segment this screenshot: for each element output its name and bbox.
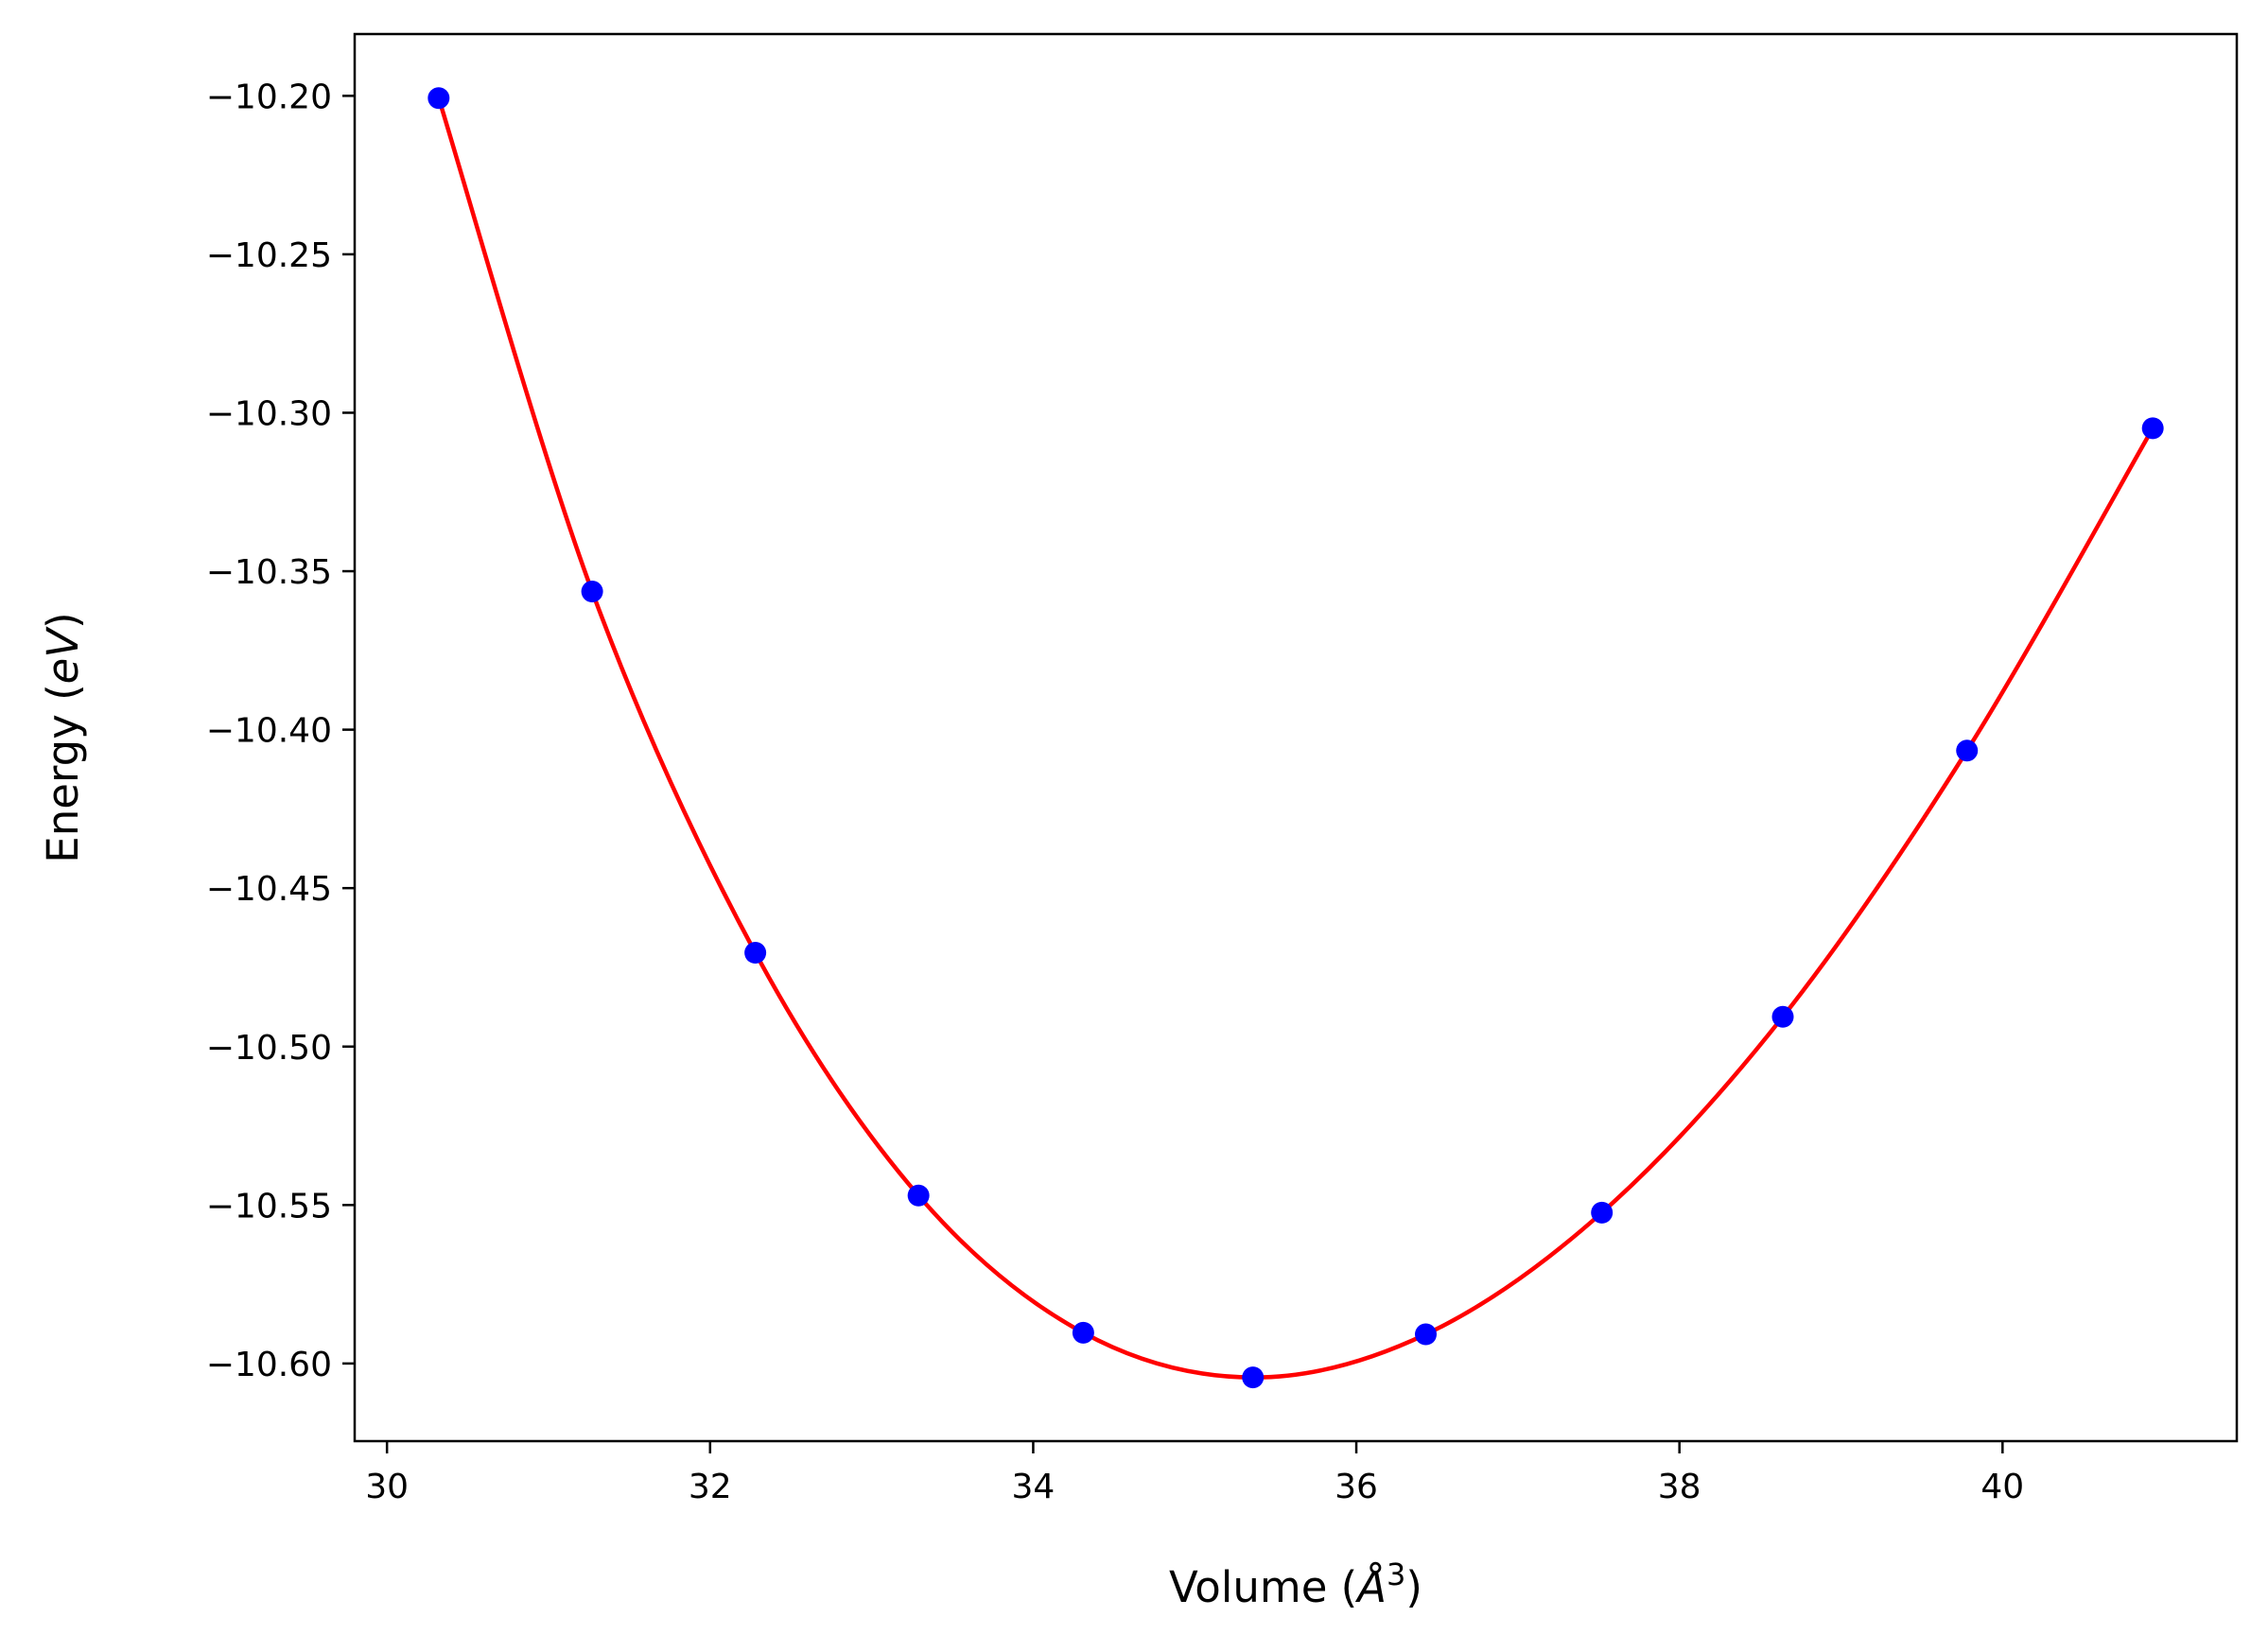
plot-marks (427, 87, 2164, 1389)
data-point (1072, 1321, 1094, 1344)
x-tick-label: 30 (365, 1468, 409, 1506)
x-axis-label: Volume (Å3) (1169, 1556, 1422, 1612)
plot-frame (353, 32, 2239, 1443)
data-point (1415, 1323, 1438, 1346)
y-tick-label: −10.20 (206, 78, 332, 116)
data-point (1771, 1005, 1794, 1028)
x-tick-label: 36 (1335, 1468, 1378, 1506)
y-axis-label-unit: eV (38, 626, 88, 685)
y-tick-label: −10.55 (206, 1187, 332, 1226)
data-point (1242, 1366, 1265, 1389)
x-tick-label: 32 (689, 1468, 732, 1506)
data-point (2141, 417, 2164, 440)
y-axis-label: Energy (eV) (38, 612, 88, 862)
x-axis-ticks: 30 32 34 36 38 40 (365, 1441, 2024, 1506)
data-point (427, 87, 450, 110)
y-tick-label: −10.50 (206, 1029, 332, 1068)
x-tick-label: 40 (1980, 1468, 2024, 1506)
data-point (581, 581, 603, 602)
x-axis-label-unit: Å (1354, 1562, 1387, 1612)
data-point (744, 942, 767, 965)
y-tick-label: −10.25 (206, 236, 332, 275)
y-tick-label: −10.35 (206, 553, 332, 592)
x-tick-label: 34 (1012, 1468, 1055, 1506)
y-tick-label: −10.40 (206, 712, 332, 751)
y-tick-label: −10.60 (206, 1346, 332, 1384)
fit-curve (436, 96, 2155, 1380)
y-tick-label: −10.45 (206, 870, 332, 909)
data-point (907, 1184, 930, 1207)
y-tick-label: −10.30 (206, 394, 332, 433)
data-point (1956, 739, 1979, 762)
y-axis-label-prefix: Energy ( (38, 684, 88, 862)
y-axis-label-suffix: ) (38, 612, 88, 629)
x-tick-label: 38 (1658, 1468, 1701, 1506)
x-axis-label-exponent: 3 (1387, 1556, 1405, 1592)
x-axis-label-prefix: Volume ( (1169, 1562, 1357, 1612)
data-point (1591, 1201, 1614, 1224)
x-axis-label-suffix: ) (1405, 1562, 1422, 1612)
y-axis-ticks: −10.20 −10.25 −10.30 −10.35 −10.40 −10.45 −10.… (206, 78, 355, 1384)
